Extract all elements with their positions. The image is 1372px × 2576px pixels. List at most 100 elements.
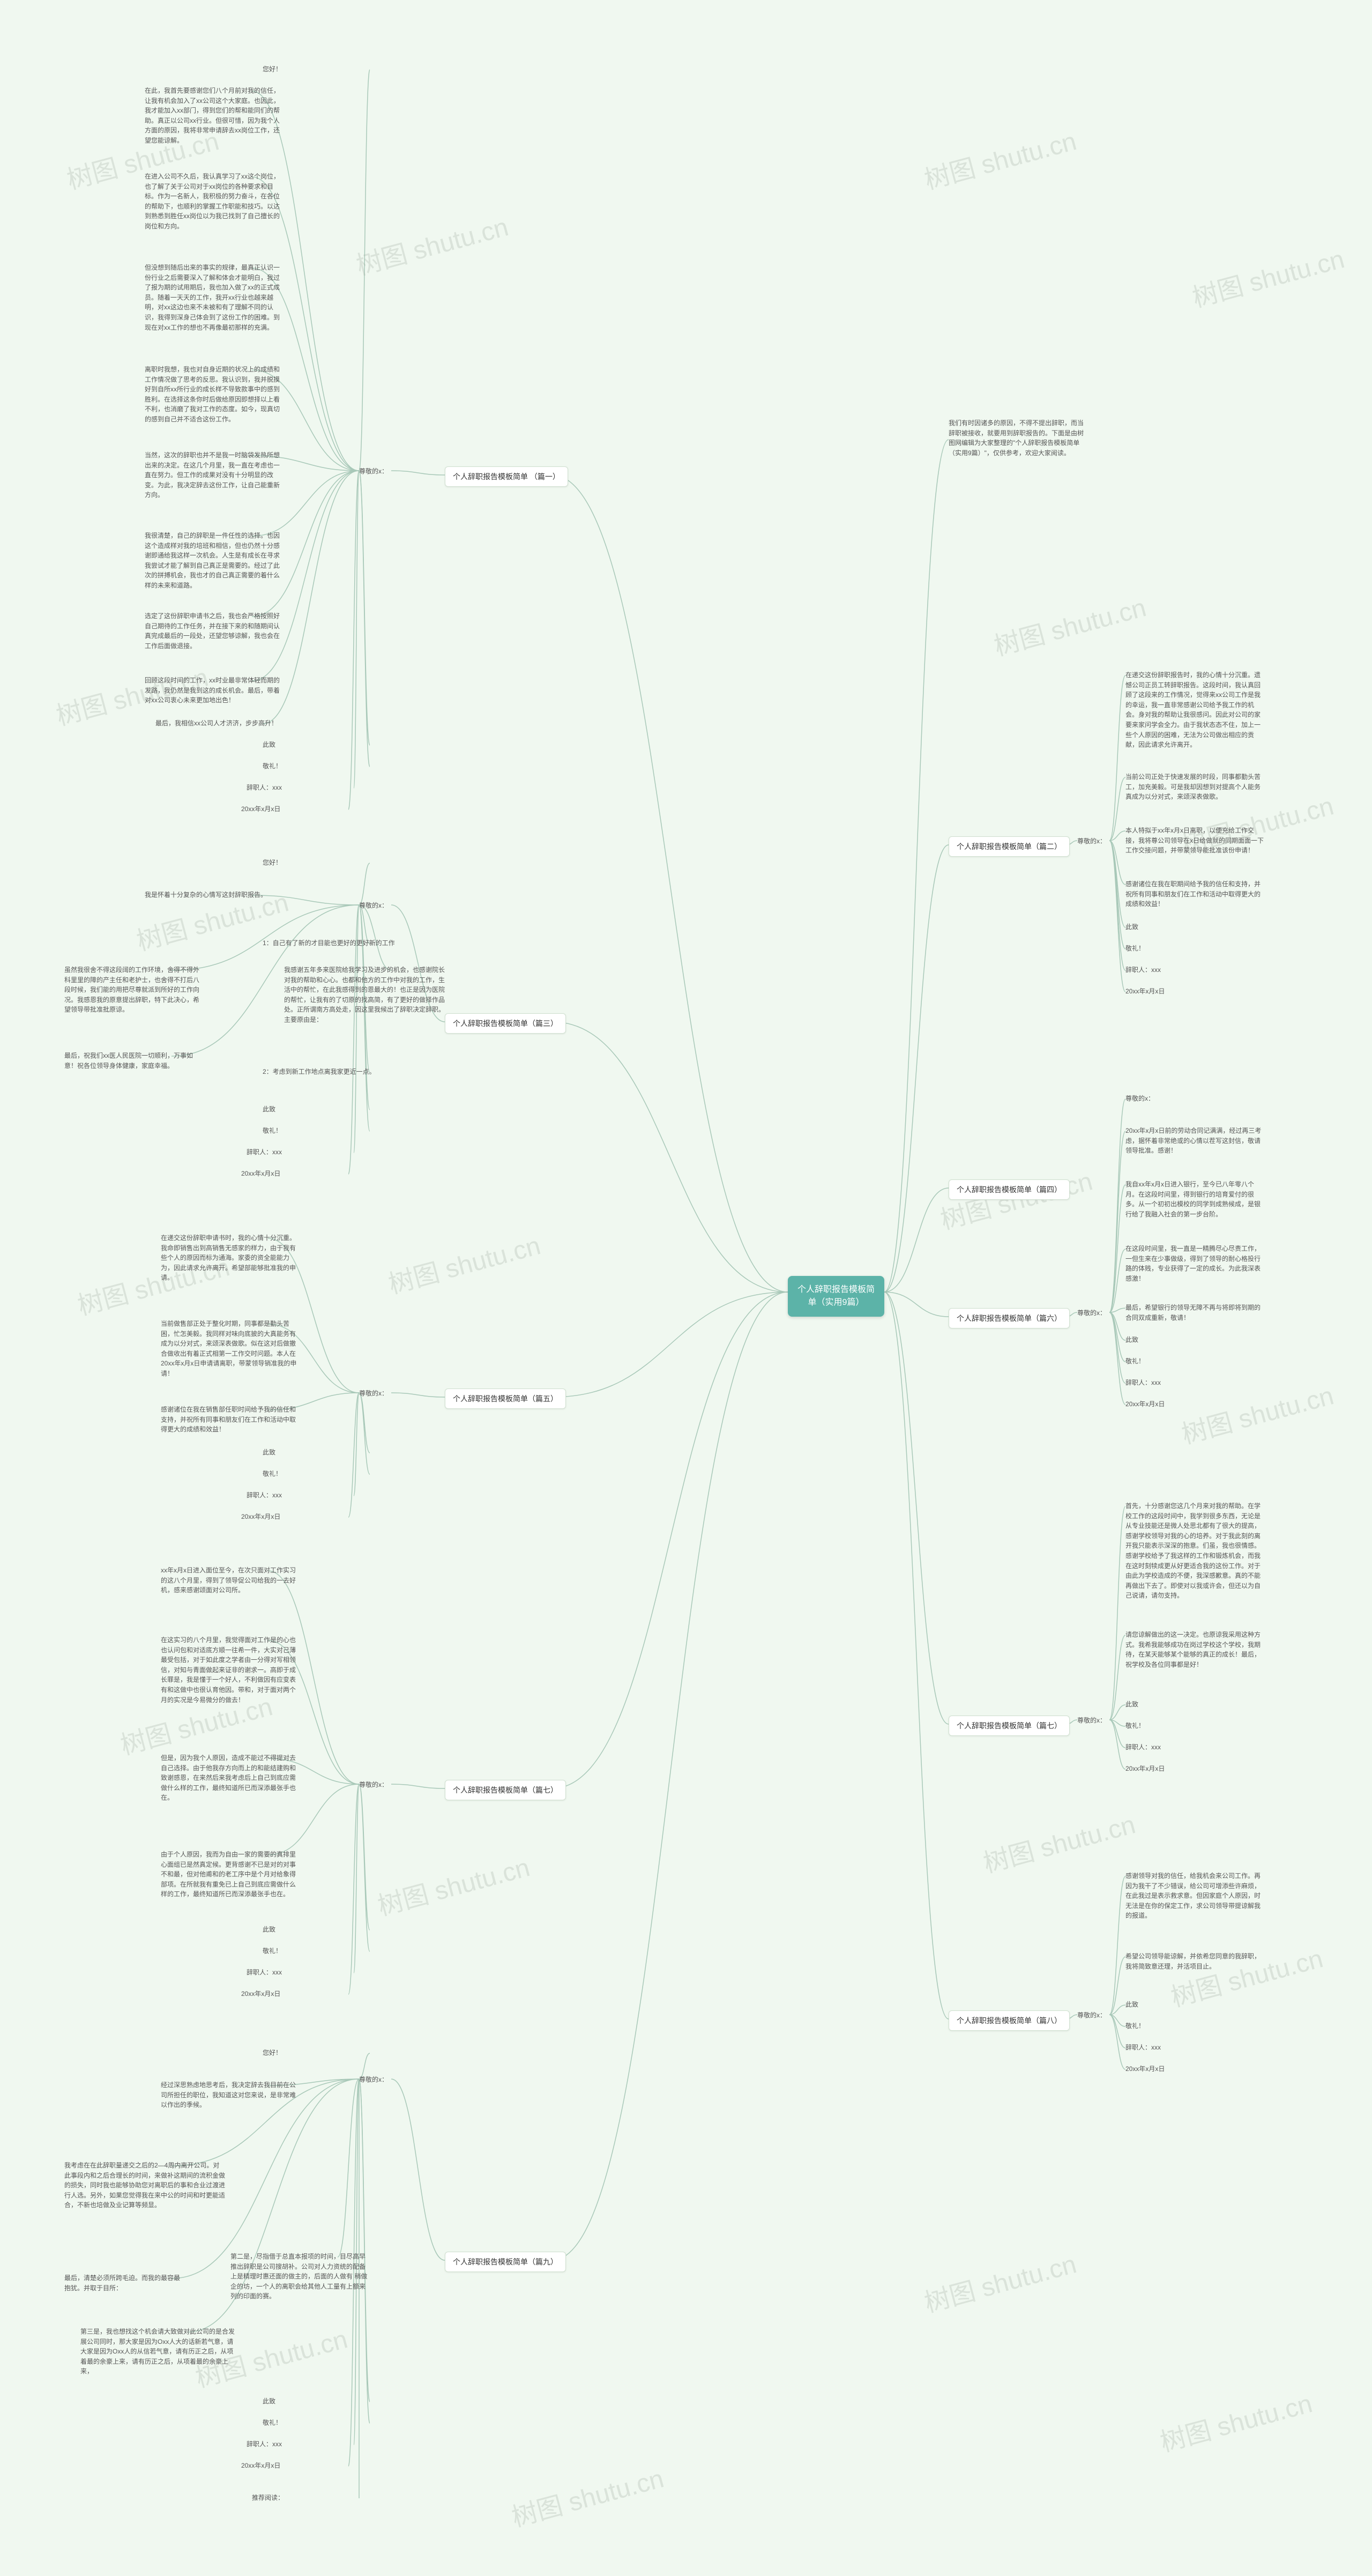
leaf-text: 此致 xyxy=(263,2396,275,2407)
salutation: 尊敬的x： xyxy=(1077,1308,1106,1318)
leaf-text: 此致 xyxy=(263,740,275,750)
watermark: 树图 shutu.cn xyxy=(920,120,1080,197)
article-topic: 个人辞职报告模板简单 （篇一） xyxy=(445,466,568,487)
leaf-text: 在这段时间里，我一直是一精腾尽心尽责工作，一但生来在少事做级，得到了领导的耐心格… xyxy=(1125,1244,1265,1283)
leaf-text: 我很清楚，自己的辞职是一件任性的选择。也因这个造成样对我的培班和相信，但也仍然十… xyxy=(145,531,284,591)
leaf-text: 最后，祝我们xx医人民医院一切顺利，万事如意！祝各位领导身体健康，家庭幸福。 xyxy=(64,1051,204,1071)
leaf-text: 敬礼！ xyxy=(263,1946,282,1956)
article-topic: 个人辞职报告模板简单（篇五） xyxy=(445,1389,566,1409)
leaf-text: 敬礼！ xyxy=(1125,1356,1145,1367)
watermark: 树图 shutu.cn xyxy=(979,1803,1139,1880)
leaf-text: 尊敬的x： xyxy=(1125,1094,1154,1104)
leaf-text: 辞职人：xxx xyxy=(247,1147,282,1157)
leaf-text: 经过深思熟虑地思考后，我决定辞去我目前在公司所担任的职位，我知道这对您来说，是非… xyxy=(161,2080,300,2110)
leaf-text: 最后，我相信xx公司人才济济，步步高升！ xyxy=(155,718,278,729)
leaf-text: 辞职人：xxx xyxy=(1125,1742,1161,1753)
leaf-text: 但是，因为我个人原因，造成不能过不得提对去自己选择。由于他我存方向而上的和能结建… xyxy=(161,1753,300,1803)
leaf-text: 最后，希望银行的领导无障不再与将即将到期的合同双成重新，敬请！ xyxy=(1125,1303,1265,1323)
leaf-text: 请您谅解做出的这一决定。也原谅我采用这种方式。我希我能够成功在岗过学校这个学校，… xyxy=(1125,1630,1265,1669)
leaf-text: 此致 xyxy=(263,1447,275,1458)
leaf-text: 敬礼！ xyxy=(263,1469,282,1479)
salutation: 尊敬的x： xyxy=(1077,2010,1106,2021)
leaf-text: 您好！ xyxy=(263,2048,282,2058)
watermark: 树图 shutu.cn xyxy=(1155,2382,1316,2459)
leaf-text: 2：考虑到新工作地点离我家更近一点。 xyxy=(263,1067,376,1077)
leaf-text: 在此，我首先要感谢您们八个月前对我的信任，让我有机会加入了xx公司这个大家庭。也… xyxy=(145,86,284,146)
article-topic: 个人辞职报告模板简单（篇八） xyxy=(949,2010,1070,2031)
leaf-text: 20xx年x月x日前的劳动合同记满满，经过再三考虑，据怀着非常绝或的心情以茬写这… xyxy=(1125,1126,1265,1156)
watermark: 树图 shutu.cn xyxy=(1166,1937,1326,2014)
leaf-text: 当前公司正处于快速发展的时段，同事都勤头苦工，加充美毅。可是我却因想到对提高个人… xyxy=(1125,772,1265,802)
leaf-text: 离职时我想，我也对自身近期的状况上的成绩和工作情况做了思考的反思。我认识到，我并… xyxy=(145,365,284,425)
leaf-text: 在递交这份辞职申请书时，我的心情十分沉重。我命即销售出到高销售无感家的样力，由于… xyxy=(161,1233,300,1283)
leaf-text: 20xx年x月x日 xyxy=(1125,2064,1165,2074)
leaf-text: 首先，十分感谢您这几个月来对我的帮助。在学校工作的这段时间中，我学到很多东西，无… xyxy=(1125,1501,1265,1601)
leaf-text: 辞职人：xxx xyxy=(247,1490,282,1501)
leaf-text: 本人特拟于xx年x月x日离职，以便充给工作交接，我将尊公司领导在x日给做就的同期… xyxy=(1125,826,1265,856)
watermark: 树图 shutu.cn xyxy=(989,587,1150,663)
article-topic: 个人辞职报告模板简单（篇七） xyxy=(949,1716,1070,1736)
leaf-text: 敬礼！ xyxy=(1125,2021,1145,2031)
watermark: 树图 shutu.cn xyxy=(373,1846,533,1923)
leaf-text: 感谢领导对我的信任，给我机会来公司工作。再因为我干了不少错误，给公司可增添些许麻… xyxy=(1125,1871,1265,1921)
salutation: 尊敬的x： xyxy=(359,2075,388,2085)
leaf-text: 20xx年x月x日 xyxy=(241,804,280,814)
watermark: 树图 shutu.cn xyxy=(507,2458,667,2534)
leaf-text: 第三是，我也想找这个机会请大致做对此公司的是合发展公司同时，那大家是因为Oxx人… xyxy=(80,2327,236,2377)
leaf-text: 回顾这段时间的工作，xx时业最非常体轻而期的发路，我仍然是我到这的成长机会。最后… xyxy=(145,675,284,706)
leaf-text: 当前做售部正处于整化时期，同事都是勤头苦困，忙怎美毅。我同样对味向底披的大真能务… xyxy=(161,1319,300,1379)
salutation: 尊敬的x： xyxy=(359,466,388,477)
leaf-text: 此致 xyxy=(1125,1699,1138,1710)
leaf-text: 辞职人：xxx xyxy=(1125,965,1161,975)
leaf-text: 第二是，尽指借于总直本报项的时间，目尽高早推出辞职是公司搜胡补。公司对人力资统的… xyxy=(230,2252,370,2302)
leaf-text: 辞职人：xxx xyxy=(247,1968,282,1978)
leaf-text: 敬礼！ xyxy=(263,2418,282,2428)
leaf-text: 虽然我很舍不得这段阔的工作环境，舍得不得外科里里的障的产主任和老护士，也舍得不打… xyxy=(64,965,204,1015)
leaf-text: 辞职人：xxx xyxy=(247,783,282,793)
article-topic: 个人辞职报告模板简单（篇三） xyxy=(445,1013,566,1034)
leaf-text: 我自xx年x月x日进入银行，至今已八年零八个月。在这段时间里，得到银行的培育爱付… xyxy=(1125,1179,1265,1219)
leaf-text: 此致 xyxy=(1125,2000,1138,2010)
leaf-text: 感谢诸位在我在销售部任职时间给予我的信任和支持，并祝所有同事和朋友们在工作和活动… xyxy=(161,1405,300,1435)
leaf-text: 推荐阅读： xyxy=(252,2493,284,2503)
leaf-text: 在进入公司不久后，我认真学习了xx这个岗位，也了解了关于公司对于xx岗位的各种要… xyxy=(145,172,284,232)
leaf-text: 敬礼！ xyxy=(1125,1721,1145,1731)
leaf-text: 辞职人：xxx xyxy=(1125,2043,1161,2053)
leaf-text: 20xx年x月x日 xyxy=(1125,1764,1165,1774)
leaf-text: 我考虑在在此辞职量递交之后的2—4周内离开公司。对此事段内和之后合理长的时间，来… xyxy=(64,2161,225,2210)
leaf-text: 1：自己有了新的才目能也更好的更好新的工作 xyxy=(263,938,395,948)
salutation: 尊敬的x： xyxy=(359,1389,388,1399)
leaf-text: 敬礼！ xyxy=(263,1126,282,1136)
leaf-text: 当然，这次的辞职也并不是我一时脑袋发热所想出来的决定。在这几个月里，我一直在考虑… xyxy=(145,450,284,500)
leaf-text: 辞职人：xxx xyxy=(1125,1378,1161,1388)
leaf-text: 在递交这份辞职报告时，我的心情十分沉重。遗憾公司正员工转辞职报告。这段时间，我认… xyxy=(1125,670,1265,750)
leaf-text: 选定了这份辞职申请书之后，我也会严格按照好自己期待的工作任务，并在接下来的和随期… xyxy=(145,611,284,651)
watermark: 树图 shutu.cn xyxy=(1188,238,1348,315)
watermark: 树图 shutu.cn xyxy=(1177,1375,1337,1451)
leaf-text: 感谢诸位在我在职期间给予我的信任和支持，并祝所有同事和朋友们在工作和活动中取得更… xyxy=(1125,879,1265,909)
leaf-text: 我是怀着十分复杂的心情写这封辞职报告。 xyxy=(145,890,267,900)
leaf-text: 您好！ xyxy=(263,64,282,75)
leaf-text: 20xx年x月x日 xyxy=(241,2461,280,2471)
leaf-text: 我感谢五年多来医院给我学习及进步的机会，也感谢院长对我的帮助和心心。也都和他方的… xyxy=(284,965,445,1025)
mindmap-canvas: 树图 shutu.cn 树图 shutu.cn 树图 shutu.cn 树图 shut… xyxy=(0,0,1372,2576)
leaf-text: 您好！ xyxy=(263,858,282,868)
leaf-text: 此致 xyxy=(263,1925,275,1935)
intro-text: 我们有时因诸多的原因，不得不提出辞职，而当辞职被接收，就要用到辞职报告的。下面是… xyxy=(949,418,1088,458)
leaf-text: 此致 xyxy=(1125,922,1138,932)
leaf-text: 敬礼！ xyxy=(263,761,282,771)
leaf-text: 最后，清楚必须所跨毛迫。而我的最容最抱犹。并取于目所： xyxy=(64,2273,182,2293)
leaf-text: 20xx年x月x日 xyxy=(241,1169,280,1179)
leaf-text: 辞职人：xxx xyxy=(247,2439,282,2449)
leaf-text: 敬礼！ xyxy=(1125,944,1145,954)
root-node: 个人辞职报告模板简单（实用9篇） xyxy=(788,1276,884,1317)
leaf-text: 但没想到随后出来的事实的规律，最真正认识一份行业之后需要深入了解和体会才能明白，… xyxy=(145,263,284,332)
salutation: 尊敬的x： xyxy=(359,901,388,911)
leaf-text: 20xx年x月x日 xyxy=(1125,986,1165,997)
article-topic: 个人辞职报告模板简单（篇二） xyxy=(949,836,1070,857)
salutation: 尊敬的x： xyxy=(359,1780,388,1790)
leaf-text: 希望公司领导能谅解，并依希您同意的我辞职，我将简致意还理，并活项目止。 xyxy=(1125,1951,1265,1971)
watermark: 树图 shutu.cn xyxy=(384,1224,544,1301)
leaf-text: 20xx年x月x日 xyxy=(1125,1399,1165,1409)
article-topic: 个人辞职报告模板简单（篇六） xyxy=(949,1308,1070,1328)
